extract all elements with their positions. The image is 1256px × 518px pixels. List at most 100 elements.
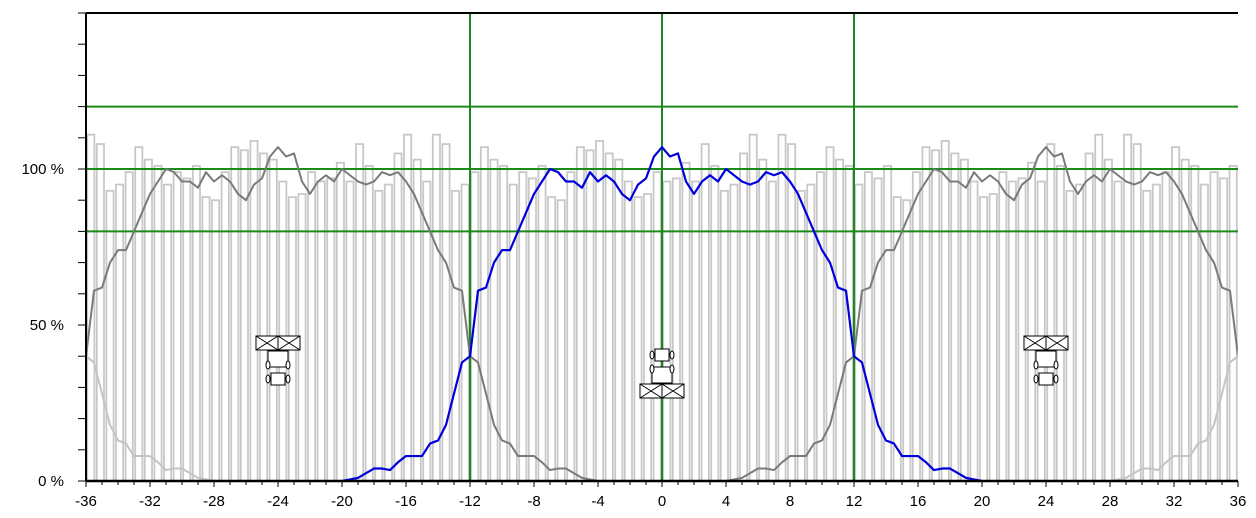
y-tick-label: 0 %: [38, 473, 64, 490]
icon-part: [1033, 374, 1039, 384]
main-series-line: [341, 146, 983, 481]
icon-part: [649, 350, 655, 360]
bar: [163, 183, 173, 482]
bar: [835, 158, 845, 482]
bar: [326, 177, 336, 482]
bar: [585, 149, 595, 482]
bar: [758, 158, 768, 482]
bar: [1017, 177, 1027, 482]
bar: [1094, 133, 1104, 482]
bar: [259, 152, 269, 482]
bar: [211, 199, 221, 482]
bar: [191, 164, 201, 482]
bar: [1151, 183, 1161, 482]
bar: [777, 133, 787, 482]
reference-lines-layer: [86, 13, 1238, 481]
bar: [95, 143, 105, 482]
bar: [998, 171, 1008, 482]
x-tick-label: -36: [75, 493, 97, 510]
bar: [1036, 180, 1046, 482]
bar: [633, 196, 643, 482]
bar: [316, 180, 326, 482]
bar: [988, 193, 998, 482]
icon-part: [255, 335, 279, 351]
axes: 0 % 50 % 100 % -36 -32 -28 -24 -20 -16 -12 -8 -4 0 4 8…: [21, 12, 1247, 510]
icon-part: [1033, 360, 1039, 370]
icon-part: [651, 366, 673, 384]
tractor-sprayer-icon: [1023, 335, 1069, 386]
bar: [921, 146, 931, 482]
x-tick-label: -16: [395, 493, 417, 510]
series-layer: [86, 146, 1238, 481]
icon-part: [1038, 372, 1054, 386]
x-tick-label: -4: [591, 493, 604, 510]
x-tick-label: -24: [267, 493, 289, 510]
bar: [1113, 180, 1123, 482]
icon-part: [285, 374, 291, 384]
bar: [748, 133, 758, 482]
bar: [614, 158, 624, 482]
bar: [662, 180, 672, 482]
bar: [1142, 189, 1152, 482]
bar: [431, 133, 441, 482]
x-tick-label: 8: [786, 493, 794, 510]
icon-part: [1023, 335, 1047, 351]
bar: [979, 196, 989, 482]
bar: [1171, 146, 1181, 482]
bar: [451, 189, 461, 482]
bar: [479, 146, 489, 482]
bar: [220, 171, 230, 482]
bar: [1084, 152, 1094, 482]
bar: [652, 171, 662, 482]
bar: [499, 164, 509, 482]
x-tick-label: 28: [1102, 493, 1119, 510]
x-tick-label: 24: [1038, 493, 1055, 510]
bar: [950, 152, 960, 482]
bar: [969, 180, 979, 482]
icon-part: [1045, 335, 1069, 351]
icon-part: [1053, 360, 1059, 370]
tractor-sprayer-icon: [639, 348, 685, 399]
bar: [335, 161, 345, 482]
x-tick-label: 0: [658, 493, 666, 510]
bar: [1055, 164, 1065, 482]
bar: [767, 180, 777, 482]
bar: [307, 171, 317, 482]
icon-part: [649, 364, 655, 374]
bar: [172, 171, 182, 482]
x-tick-label: 32: [1166, 493, 1183, 510]
x-tick-label: 4: [722, 493, 730, 510]
x-tick-label: 16: [910, 493, 927, 510]
bar: [566, 171, 576, 482]
bar: [230, 146, 240, 482]
icon-part: [270, 372, 286, 386]
bar: [1027, 161, 1037, 482]
far-series-line: [86, 347, 215, 481]
x-tick-label: -28: [203, 493, 225, 510]
icon-part: [285, 360, 291, 370]
bar: [902, 199, 912, 482]
bar: [700, 143, 710, 482]
x-tick-label: 12: [846, 493, 863, 510]
bar: [1219, 177, 1229, 482]
bar: [940, 140, 950, 482]
bar: [537, 164, 547, 482]
bar: [86, 133, 96, 482]
bar: [182, 177, 192, 482]
bar: [595, 140, 605, 482]
bar: [959, 158, 969, 482]
x-tick-label: -20: [331, 493, 353, 510]
bar: [470, 171, 480, 482]
neighbor-series-line: [725, 146, 1238, 481]
bar: [268, 158, 278, 482]
bar: [892, 196, 902, 482]
x-tick-label: 36: [1230, 493, 1247, 510]
bar: [383, 183, 393, 482]
bar: [124, 171, 134, 482]
bar: [643, 193, 653, 482]
icon-part: [654, 348, 670, 362]
x-tick-label: -8: [527, 493, 540, 510]
bar: [374, 189, 384, 482]
x-tick-label: -32: [139, 493, 161, 510]
